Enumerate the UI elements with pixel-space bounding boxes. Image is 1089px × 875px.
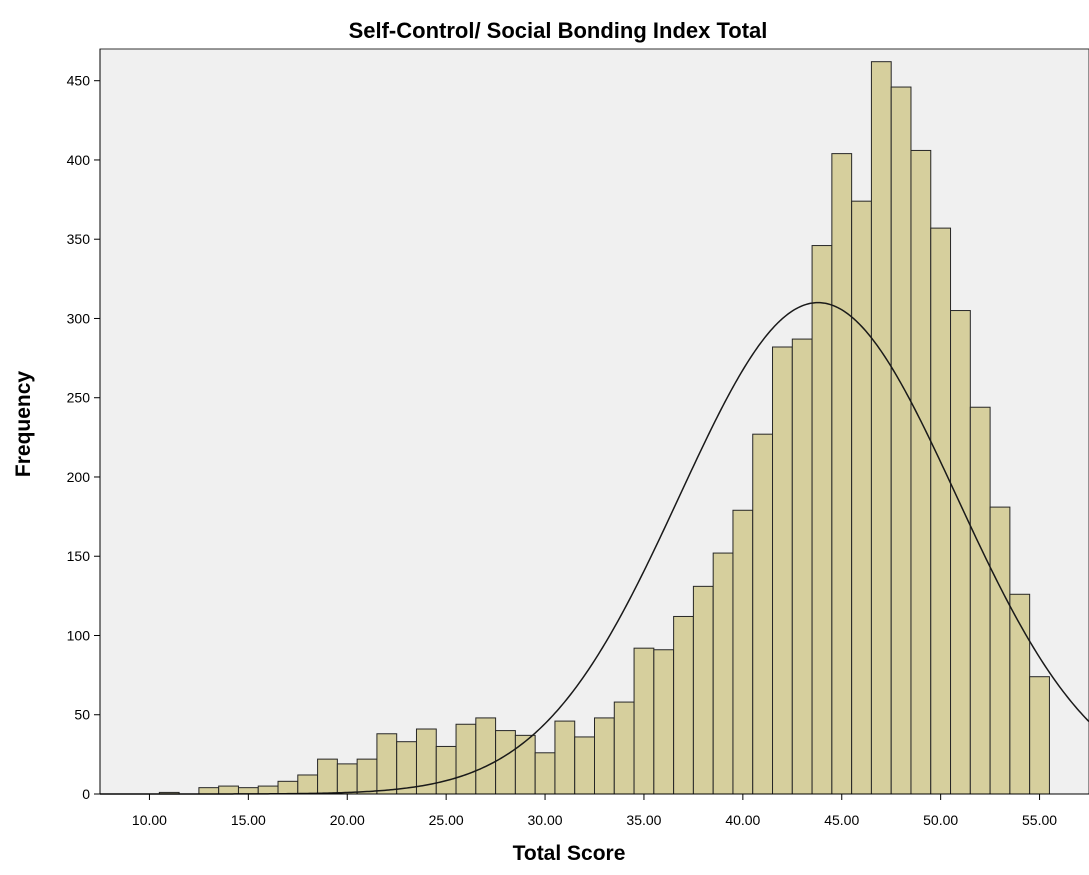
histogram-bar — [1029, 676, 1050, 795]
histogram-bar — [732, 509, 754, 795]
histogram-bar — [851, 200, 872, 795]
histogram-bar — [317, 758, 338, 795]
x-axis: 10.00 15.00 20.00 25.00 30.00 35.00 40.00 45.00… — [100, 793, 1089, 828]
histogram-bar — [673, 615, 694, 795]
histogram-bar — [870, 61, 892, 795]
histogram-bar — [514, 734, 536, 795]
histogram-bar — [198, 787, 220, 795]
histogram-bar — [772, 346, 793, 795]
x-tick-label: 25.00 — [429, 812, 464, 828]
x-tick-label: 40.00 — [725, 812, 760, 828]
histogram-bar — [218, 785, 239, 795]
x-tick-label: 55.00 — [1022, 812, 1057, 828]
y-tick-label: 150 — [67, 548, 91, 564]
histogram-bar — [653, 649, 675, 795]
histogram-bar — [692, 585, 714, 795]
x-axis-title: Total Score — [513, 842, 626, 865]
histogram-bar — [613, 701, 635, 795]
x-tick-label: 10.00 — [132, 812, 167, 828]
histogram-bar — [594, 717, 615, 795]
histogram-bar — [811, 245, 833, 795]
histogram-bar — [534, 752, 556, 795]
histogram-bar — [890, 86, 912, 795]
y-axis-title: Frequency — [12, 371, 35, 478]
x-tick-label: 45.00 — [824, 812, 859, 828]
x-tick-label: 50.00 — [923, 812, 958, 828]
histogram-bar — [633, 647, 655, 795]
histogram-bar — [554, 720, 576, 795]
histogram-bar — [495, 730, 516, 795]
histogram-bar — [574, 736, 595, 795]
x-tick-label: 15.00 — [231, 812, 266, 828]
y-tick-label: 300 — [67, 310, 91, 326]
histogram-bar — [752, 433, 774, 795]
y-tick-label: 400 — [67, 152, 91, 168]
histogram-bar — [831, 153, 853, 795]
y-tick-label: 250 — [67, 390, 91, 406]
y-axis: 0 50 100 150 200 250 300 350 400 450 — [67, 49, 101, 802]
histogram-bar — [910, 149, 932, 795]
y-tick-label: 0 — [82, 786, 90, 802]
y-tick-label: 100 — [67, 627, 91, 643]
histogram-bar — [791, 338, 813, 795]
x-tick-label: 35.00 — [626, 812, 661, 828]
histogram-bar — [297, 774, 319, 795]
histogram-bar — [257, 785, 279, 795]
histogram-bar — [336, 763, 358, 795]
histogram-bar — [712, 552, 734, 795]
y-tick-label: 350 — [67, 231, 91, 247]
x-tick-label: 30.00 — [528, 812, 563, 828]
histogram-bar — [376, 733, 398, 795]
histogram-bar — [475, 717, 497, 795]
histogram-bar — [930, 227, 952, 795]
x-tick-label: 20.00 — [330, 812, 365, 828]
histogram-bar — [277, 780, 299, 795]
histogram-bar — [435, 745, 457, 795]
y-tick-label: 450 — [67, 73, 91, 89]
histogram-bar — [455, 723, 477, 795]
histogram-bar — [950, 310, 971, 795]
y-tick-label: 200 — [67, 469, 91, 485]
y-tick-label: 50 — [74, 707, 90, 723]
histogram-bar — [989, 506, 1011, 795]
histogram-bar — [969, 406, 991, 795]
histogram-bar — [396, 741, 417, 795]
histogram-bar — [356, 758, 378, 795]
chart-title: Self-Control/ Social Bonding Index Total — [349, 18, 768, 43]
histogram-bar — [237, 787, 259, 795]
